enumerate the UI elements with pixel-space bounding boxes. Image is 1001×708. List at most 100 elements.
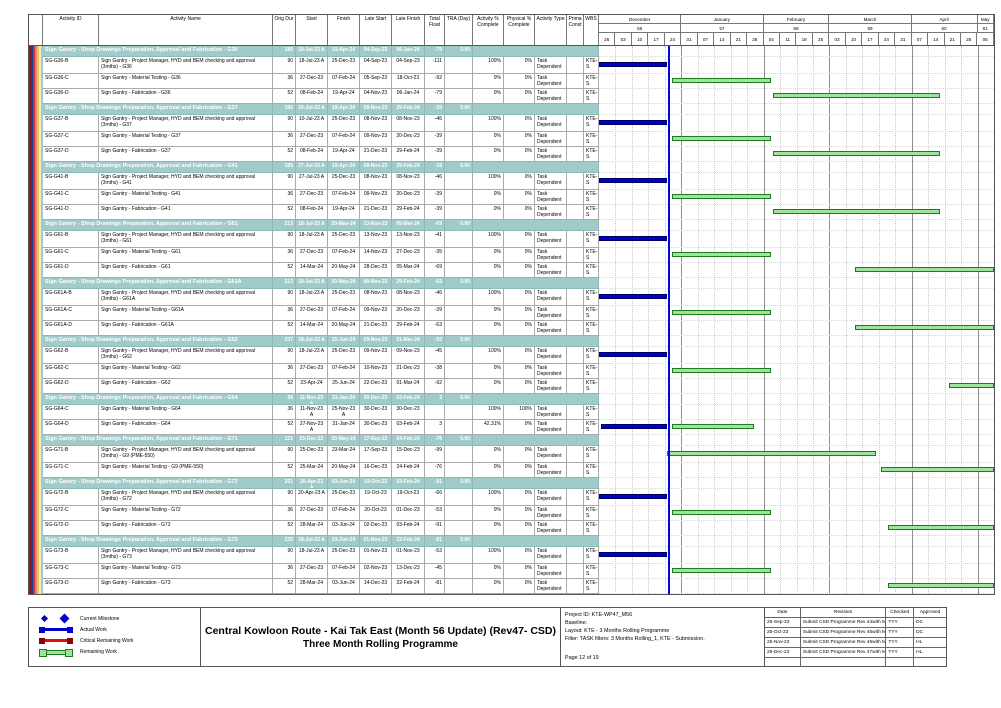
- task-finish: 25-Dec-23: [328, 173, 360, 190]
- task-row: SG-G36-B Sign Gantry - Project Manager, H…: [29, 57, 994, 74]
- task-float: -38: [425, 364, 445, 379]
- task-type: Task Dependent: [535, 379, 567, 394]
- group-tra: 0.00: [445, 220, 473, 231]
- task-name: Sign Gantry - Material Testing - G72: [99, 506, 273, 521]
- task-wbs: KTE-S: [584, 347, 599, 364]
- group-start: 18-Jul-23 A: [296, 220, 328, 231]
- task-act_pct: 0%: [473, 89, 504, 104]
- task-phy_pct: 0%: [504, 579, 535, 594]
- month-label: April: [911, 15, 978, 24]
- task-float: -76: [425, 463, 445, 478]
- task-act_pct: 0%: [473, 74, 504, 89]
- task-phy_pct: 0%: [504, 446, 535, 463]
- week-tick: 25: [813, 33, 830, 45]
- group-finish: 25-Jun-24: [328, 336, 360, 347]
- group-title: Sign Gantry - Shop Drawings Preparation,…: [43, 336, 273, 347]
- week-tick: 10: [846, 33, 863, 45]
- group-dur: 237: [273, 336, 296, 347]
- task-prima: [567, 446, 584, 463]
- task-prima: [567, 579, 584, 594]
- task-name: Sign Gantry - Project Manager, HYD and B…: [99, 547, 273, 564]
- task-tra: [445, 521, 473, 536]
- task-start: 27-Dec-23: [296, 74, 328, 89]
- task-id: SG-G73-B: [43, 547, 99, 564]
- group-late_start: 17-Sep-23: [360, 435, 392, 446]
- legend-label: Remaining Work: [80, 648, 117, 655]
- column-header-float: Total Float: [425, 15, 445, 45]
- task-type: Task Dependent: [535, 190, 567, 205]
- task-late_finish: 29-Feb-24: [392, 147, 425, 162]
- footer-block: Current Milestone Actual Work Critical Rem…: [28, 607, 947, 667]
- group-float: -63: [425, 278, 445, 289]
- task-start: 28-Mar-24: [296, 521, 328, 536]
- task-type: Task Dependent: [535, 74, 567, 89]
- task-dur: 90: [273, 173, 296, 190]
- task-dur: 90: [273, 489, 296, 506]
- actual-work-bar: [599, 120, 668, 125]
- task-name: Sign Gantry - Fabrication - G72: [99, 521, 273, 536]
- week-tick: 24: [879, 33, 896, 45]
- task-phy_pct: 0%: [504, 289, 535, 306]
- task-late_finish: 01-Mar-24: [392, 379, 425, 394]
- week-tick: 07: [912, 33, 929, 45]
- gantt-row-area: [599, 263, 994, 278]
- task-type: Task Dependent: [535, 446, 567, 463]
- task-late_start: 02-Nov-23: [360, 564, 392, 579]
- programme-title-line1: Central Kowloon Route - Kai Tak East (Mo…: [204, 624, 556, 637]
- task-float: -39: [425, 205, 445, 220]
- revision-cell: HL: [916, 639, 923, 645]
- gantt-row-area: [599, 104, 994, 115]
- task-late_finish: 27-Dec-23: [392, 248, 425, 263]
- page-number: Page 12 of 19: [565, 654, 599, 661]
- task-tra: [445, 89, 473, 104]
- task-row: SG-G62-B Sign Gantry - Project Manager, H…: [29, 347, 994, 364]
- task-id: SG-G61A-C: [43, 306, 99, 321]
- task-name: Sign Gantry - Material Testing - G9 (PME…: [99, 463, 273, 478]
- task-row: SG-G61A-B Sign Gantry - Project Manager, …: [29, 289, 994, 306]
- group-finish: 03-Jun-24: [328, 478, 360, 489]
- task-dur: 36: [273, 306, 296, 321]
- task-type: Task Dependent: [535, 564, 567, 579]
- task-finish: 03-Jun-24: [328, 521, 360, 536]
- legend-label: Critical Remaining Work: [80, 637, 134, 644]
- group-late_start: 01-Nov-23: [360, 536, 392, 547]
- task-id: SG-G61A-D: [43, 321, 99, 336]
- group-late_start: 08-Nov-23: [360, 278, 392, 289]
- gantt-row-area: [599, 46, 994, 57]
- task-late_finish: 20-Dec-23: [392, 306, 425, 321]
- table-header-row: Activity ID Activity Name Orig Dur Start Fin…: [29, 15, 994, 46]
- task-type: Task Dependent: [535, 364, 567, 379]
- task-late_finish: 29-Feb-24: [392, 205, 425, 220]
- task-dur: 90: [273, 115, 296, 132]
- task-act_pct: 0%: [473, 579, 504, 594]
- remaining-work-bar: [671, 510, 771, 515]
- week-tick: 26: [599, 33, 616, 45]
- task-act_pct: 0%: [473, 463, 504, 478]
- task-finish: 19-Apr-24: [328, 205, 360, 220]
- task-id: SG-G61-D: [43, 263, 99, 278]
- task-wbs: KTE-S: [584, 132, 599, 147]
- actual-work-bar: [599, 352, 668, 357]
- group-dur: 185: [273, 162, 296, 173]
- task-act_pct: 0%: [473, 364, 504, 379]
- task-finish: 25-Dec-23: [328, 347, 360, 364]
- task-float: -53: [425, 506, 445, 521]
- task-name: Sign Gantry - Material Testing - G61A: [99, 306, 273, 321]
- task-finish: 03-Jun-24: [328, 579, 360, 594]
- task-row: SG-G61-C Sign Gantry - Material Testing -…: [29, 248, 994, 263]
- task-finish: 25-Dec-23: [328, 547, 360, 564]
- task-wbs: KTE-S: [584, 564, 599, 579]
- revision-cell: [914, 658, 946, 667]
- task-finish: 20-May-24: [328, 321, 360, 336]
- group-start: 27-Jul-23 A: [296, 162, 328, 173]
- task-phy_pct: 0%: [504, 379, 535, 394]
- remaining-work-bar: [667, 451, 877, 456]
- task-finish: 19-Apr-24: [328, 147, 360, 162]
- actual-work-bar: [599, 294, 668, 299]
- gantt-row-area: [599, 278, 994, 289]
- task-phy_pct: 0%: [504, 132, 535, 147]
- task-type: Task Dependent: [535, 347, 567, 364]
- group-dur: 213: [273, 220, 296, 231]
- column-header-wbs: WBS: [584, 15, 599, 45]
- task-dur: 52: [273, 521, 296, 536]
